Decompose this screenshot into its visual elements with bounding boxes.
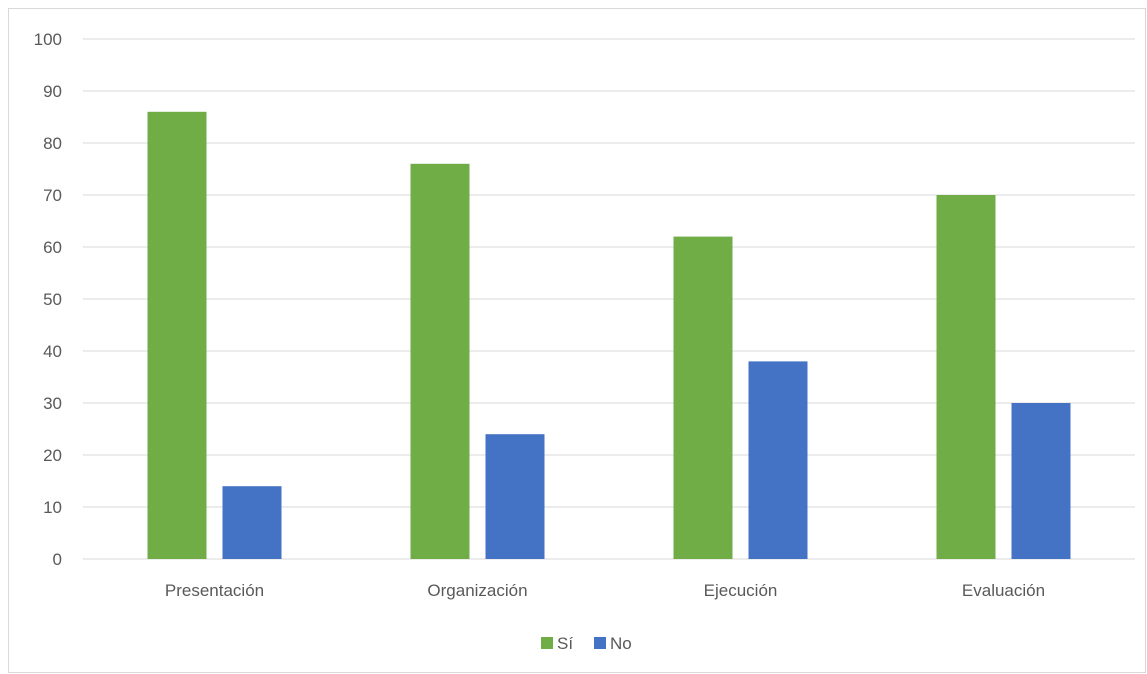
x-category-label: Ejecución	[704, 581, 778, 600]
y-tick-label: 10	[43, 498, 62, 517]
legend-label: No	[610, 634, 632, 653]
legend-label: Sí	[557, 634, 573, 653]
y-tick-label: 20	[43, 446, 62, 465]
bar-si-3	[936, 195, 996, 559]
y-tick-label: 90	[43, 82, 62, 101]
bar-no-1	[485, 434, 545, 559]
y-tick-label: 30	[43, 394, 62, 413]
x-category-label: Organización	[427, 581, 527, 600]
y-axis-tick-labels: 0 10 20 30 40 50 60 70 80 90 100	[34, 30, 62, 569]
y-tick-label: 70	[43, 186, 62, 205]
bars	[147, 111, 1071, 560]
y-tick-label: 100	[34, 30, 62, 49]
legend: Sí No	[541, 634, 632, 653]
bar-no-3	[1011, 403, 1071, 559]
bar-no-2	[748, 361, 808, 559]
x-axis-category-labels: Presentación Organización Ejecución Evaluac…	[165, 581, 1045, 600]
bar-si-1	[410, 163, 470, 560]
x-category-label: Evaluación	[962, 581, 1045, 600]
bar-no-0	[222, 486, 282, 559]
bar-si-2	[673, 236, 733, 559]
legend-swatch	[541, 637, 553, 649]
x-category-label: Presentación	[165, 581, 264, 600]
legend-swatch	[594, 637, 606, 649]
y-tick-label: 0	[53, 550, 62, 569]
y-tick-label: 80	[43, 134, 62, 153]
y-tick-label: 60	[43, 238, 62, 257]
y-tick-label: 50	[43, 290, 62, 309]
y-tick-label: 40	[43, 342, 62, 361]
bar-si-0	[147, 111, 207, 560]
